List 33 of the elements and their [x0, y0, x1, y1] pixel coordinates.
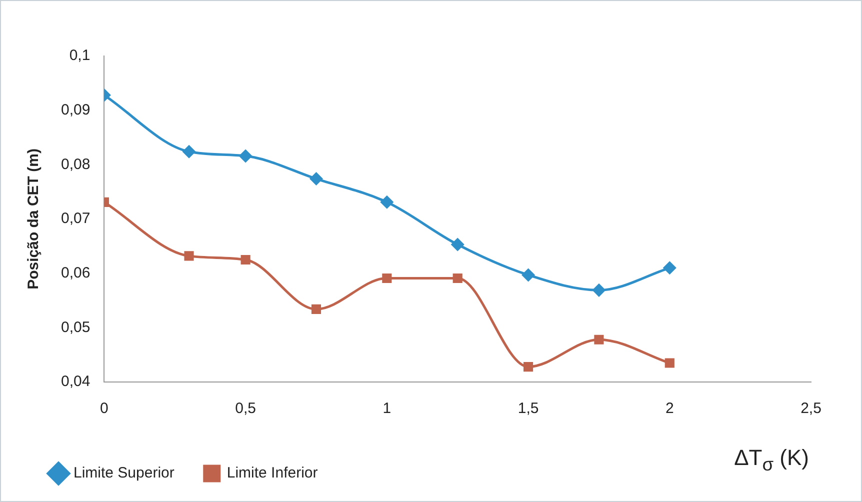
point [663, 262, 676, 274]
y-tick-label: 0,1 [69, 47, 90, 64]
x-tick-label: 0 [100, 400, 108, 418]
x-tick-label: 1 [382, 400, 392, 418]
x-tick-label: 2,5 [800, 400, 822, 418]
x-tick-label: 1,5 [518, 400, 539, 418]
point [592, 284, 606, 296]
y-tick-label: 0,09 [60, 101, 90, 118]
point [182, 145, 196, 158]
legend-label: Limite Inferior [226, 464, 318, 482]
x-axis-title: ΔT$_{σ}$ (K) [734, 444, 809, 475]
point [451, 238, 464, 251]
point [664, 358, 674, 368]
y-tick-label: 0,08 [60, 156, 90, 173]
y-tick-label: 0,07 [60, 210, 90, 228]
point [452, 273, 462, 284]
y-tick-label: 0,04 [60, 373, 90, 390]
point [310, 172, 322, 186]
point [523, 362, 534, 372]
point [594, 334, 604, 344]
legend-label: Limite Superior [74, 464, 174, 482]
point [382, 273, 392, 284]
y-tick-label: 0,05 [60, 318, 90, 336]
x-tick-label: 2 [665, 400, 674, 418]
point [311, 304, 322, 314]
point [380, 196, 394, 208]
point [239, 150, 252, 162]
point [522, 268, 535, 282]
point [184, 251, 194, 261]
x-tick-label: 0,5 [235, 400, 256, 418]
y-axis-title: Posição da CET (m) [25, 148, 42, 290]
point [240, 254, 250, 265]
y-tick-label: 0,06 [60, 264, 90, 282]
